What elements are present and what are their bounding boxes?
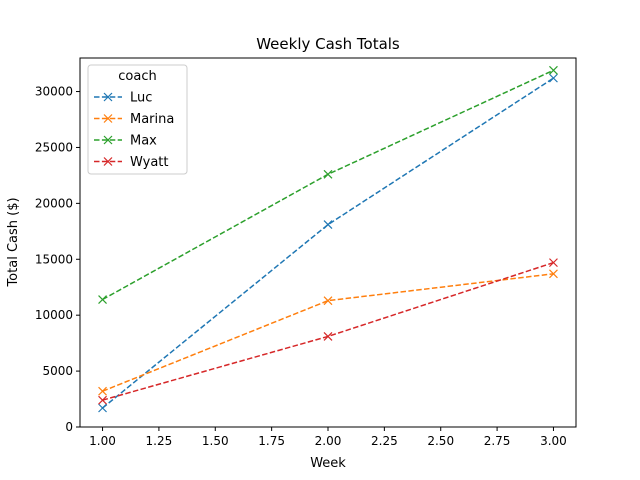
data-point-luc [323, 220, 333, 230]
x-tick-label: 2.50 [427, 434, 454, 448]
y-axis-label: Total Cash ($) [6, 197, 21, 287]
data-point-wyatt [98, 395, 107, 405]
data-point-max [98, 295, 107, 304]
data-point-wyatt [323, 332, 333, 341]
legend-label-marina: Marina [130, 112, 174, 127]
series-marina [98, 269, 558, 396]
y-tick-label: 10000 [35, 308, 73, 322]
series-layer [98, 65, 558, 413]
y-tick-label: 25000 [35, 140, 73, 154]
x-tick-label: 1.25 [146, 434, 173, 448]
y-tick-label: 15000 [35, 252, 73, 266]
x-tick-label: 1.75 [258, 434, 285, 448]
y-axis: 0 5000 10000 15000 20000 25000 30000 [35, 85, 80, 434]
data-point-luc [549, 73, 558, 83]
series-luc [98, 73, 558, 413]
legend-box [87, 64, 188, 175]
y-tick-label: 5000 [42, 364, 73, 378]
x-axis-label: Week [310, 456, 346, 471]
series-line-marina [102, 273, 554, 392]
data-point-luc [98, 403, 107, 413]
y-tick-label: 0 [65, 420, 73, 434]
data-point-marina [323, 296, 333, 306]
legend-entry-wyatt: Wyatt [94, 155, 168, 170]
data-point-marina [549, 269, 558, 279]
data-point-max [549, 65, 558, 75]
legend-entry-max: Max [94, 134, 157, 149]
x-tick-label: 2.25 [371, 434, 398, 448]
plot-frame [79, 57, 577, 428]
x-tick-label: 1.00 [89, 434, 116, 448]
series-line-luc [102, 77, 554, 409]
legend-label-max: Max [130, 134, 157, 149]
y-tick-label: 30000 [35, 85, 73, 99]
x-tick-label: 3.00 [540, 434, 567, 448]
x-axis: 1.00 1.25 1.50 1.75 2.00 2.25 2.50 2.75 3.00 [89, 427, 567, 448]
legend-entry-marina: Marina [94, 112, 174, 127]
legend-label-luc: Luc [130, 91, 152, 106]
legend-title: coach [118, 69, 156, 84]
data-point-max [323, 169, 333, 179]
series-max [98, 65, 558, 304]
legend-label-wyatt: Wyatt [130, 155, 168, 170]
chart-title: Weekly Cash Totals [256, 35, 400, 53]
data-point-marina [98, 386, 107, 396]
series-wyatt [98, 258, 558, 405]
y-tick-label: 20000 [35, 196, 73, 210]
legend-entry-luc: Luc [94, 91, 152, 106]
x-tick-label: 1.50 [202, 434, 229, 448]
x-tick-label: 2.75 [484, 434, 511, 448]
data-point-wyatt [549, 258, 558, 268]
x-tick-label: 2.00 [315, 434, 342, 448]
legend: coach Luc Marina Max Wyatt [87, 64, 188, 175]
